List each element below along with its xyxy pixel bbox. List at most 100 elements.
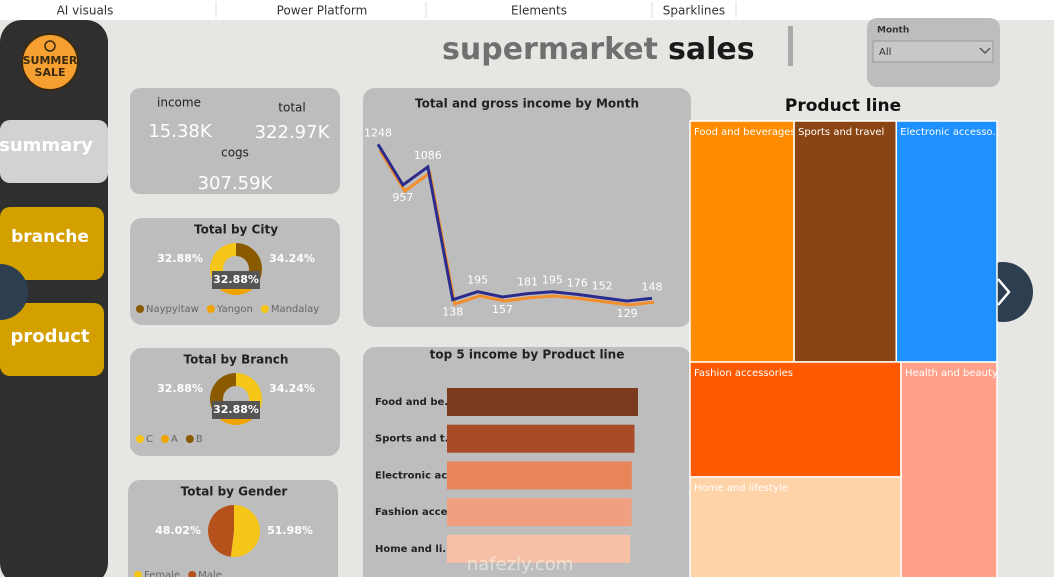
nav-label[interactable]: summary [0,135,93,156]
data-label: 32.88% [213,273,259,286]
data-label: 32.88% [213,403,259,416]
kpi-card [130,88,340,194]
nav-label[interactable]: product [10,326,89,347]
treemap-tile [895,120,998,363]
nav-button[interactable] [0,120,108,183]
data-label: 195 [542,274,563,287]
chart-card [363,88,691,327]
legend-swatch [188,571,197,577]
chart-title: Total by Branch [184,353,289,367]
data-label: 1086 [414,149,442,162]
data-label: 181 [517,276,538,289]
legend-swatch [136,305,144,313]
y-tick-label: Sports and t... [375,434,456,445]
legend-swatch [160,435,169,443]
legend-label: A [171,434,178,445]
page-title: supermarket sales [442,32,755,67]
legend-label: B [196,434,203,445]
legend-swatch [185,435,194,443]
y-tick-label: Food and be... [375,397,456,408]
content: AI visuals Power Platform Elements Sparklin… [57,2,1002,577]
data-label: 32.88% [157,382,203,395]
slicer-value[interactable]: All [879,47,891,58]
nav-button[interactable] [0,303,104,376]
title-part: sales [668,32,755,67]
data-label: 152 [592,280,613,293]
watermark: nafezly.com [467,554,574,575]
tab[interactable]: AI visuals [57,4,114,18]
nav-button[interactable] [0,207,104,280]
kpi-value: 307.59K [198,173,274,194]
logo-sun [44,40,56,52]
data-label: 148 [642,280,663,293]
pie-slice [230,505,260,557]
treemap-tile [689,120,795,363]
tile-label: Sports and travel [798,127,884,138]
chart-title: Product line [785,96,901,116]
legend-label: Male [198,570,222,577]
legend-label: Naypyitaw [146,304,199,315]
nav-label[interactable]: branche [11,227,89,247]
next-icon [997,278,1011,306]
chart-title: Total by Gender [181,485,288,499]
tile-label: Fashion accessories [694,368,793,379]
tile-label: Food and beverages [694,127,796,138]
tab[interactable]: Sparklines [663,4,725,18]
label-bg [212,271,260,289]
treemap-tile [793,120,898,363]
title-bar [788,26,793,66]
bar [447,498,632,527]
data-label: 176 [567,276,588,289]
label-bg [212,401,260,419]
tile-label: Health and beauty [905,368,998,379]
kpi-value: 15.38K [148,121,213,142]
legend-label: Yangon [216,304,253,315]
logo-text: SALE [35,66,66,79]
tile-label: Electronic accesso... [900,127,1002,138]
kpi-value: 322.97K [255,122,331,143]
treemap-tile [689,476,902,577]
tile-label: Home and lifestyle [694,483,788,494]
line-series [376,143,653,303]
tab-bar [0,0,1054,20]
data-label: 34.24% [269,252,315,265]
legend-swatch [206,305,215,313]
logo-text: SUMMER [23,54,78,67]
prev-arrow[interactable] [0,264,28,320]
legend-label: Female [144,570,180,577]
tab[interactable]: Power Platform [277,4,368,18]
y-tick-label: Fashion acce... [375,507,459,518]
data-label: 957 [392,191,413,204]
data-label: 32.88% [157,252,203,265]
pie-slice [208,505,234,557]
bar [447,534,631,563]
legend-swatch [136,435,144,443]
tab[interactable]: Elements [511,4,567,18]
y-tick-label: Electronic ac... [375,470,459,481]
data-label: 34.24% [269,382,315,395]
data-label: 129 [617,307,638,320]
line-series [378,149,655,307]
chart-title: top 5 income by Product line [430,348,625,362]
title-part: supermarket [442,32,658,67]
y-tick-label: Home and li... [375,544,454,555]
kpi-label: total [278,101,305,115]
legend-swatch [134,571,142,577]
bar [447,388,638,416]
legend-label: C [146,434,153,445]
logo [21,33,79,91]
bar [447,461,632,490]
legend-swatch [260,305,269,313]
slicer-dropdown[interactable] [872,40,994,63]
legend-label: Mandalay [271,304,319,315]
data-label: 157 [492,303,513,316]
kpi-label: income [157,96,201,110]
treemap-tile [689,361,902,478]
data-label: 138 [442,306,463,319]
data-label: 1248 [364,126,392,139]
chart-title: Total by City [194,223,278,237]
data-label: 48.02% [155,524,201,537]
dropdown-arrow [979,47,991,55]
